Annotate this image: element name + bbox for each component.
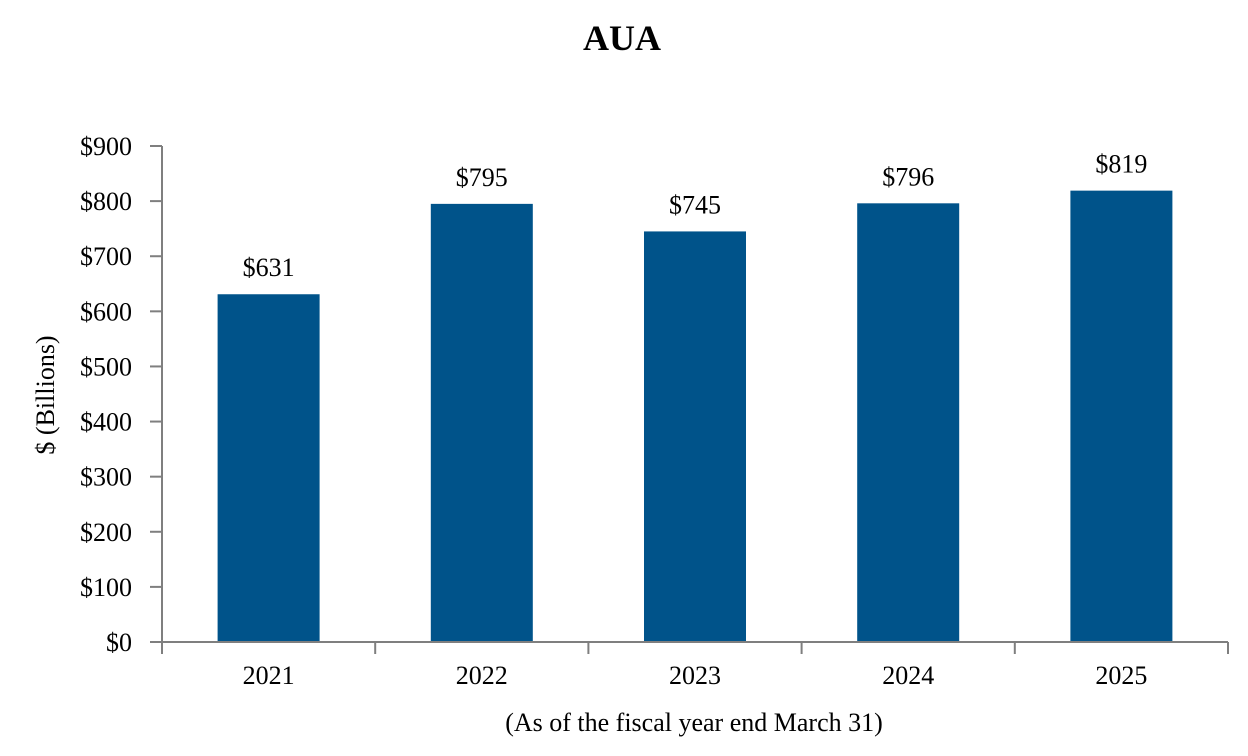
- y-tick-label-700: $700: [80, 242, 132, 271]
- x-tick-label-2023: 2023: [669, 661, 721, 690]
- data-label-2021: $631: [243, 253, 295, 282]
- labels-layer: $631 2021 $795 2022 $745 2023 $796 2024 $819 2025…: [80, 132, 1147, 690]
- bar-2025: [1070, 190, 1173, 642]
- axes-layer: [150, 145, 1229, 654]
- bar-2022: [430, 203, 533, 642]
- data-label-2023: $745: [669, 190, 721, 219]
- x-tick-label-2024: 2024: [882, 661, 934, 690]
- y-tick-label-300: $300: [80, 463, 132, 492]
- chart-title: AUA: [583, 18, 661, 58]
- y-tick-label-400: $400: [80, 408, 132, 437]
- y-tick-label-800: $800: [80, 187, 132, 216]
- bar-2021: [217, 294, 320, 642]
- y-tick-label-100: $100: [80, 573, 132, 602]
- bars-layer: [217, 190, 1173, 642]
- y-tick-label-500: $500: [80, 352, 132, 381]
- y-tick-label-600: $600: [80, 297, 132, 326]
- y-axis-title: $ (Billions): [31, 335, 60, 454]
- bar-2023: [644, 231, 746, 642]
- x-axis-title: (As of the fiscal year end March 31): [505, 708, 883, 737]
- x-tick-label-2022: 2022: [456, 661, 508, 690]
- y-tick-label-200: $200: [80, 518, 132, 547]
- data-label-2024: $796: [882, 162, 934, 191]
- data-label-2025: $819: [1095, 150, 1147, 179]
- y-tick-label-0: $0: [106, 628, 132, 657]
- y-tick-label-900: $900: [80, 132, 132, 161]
- data-label-2022: $795: [456, 163, 508, 192]
- x-tick-label-2021: 2021: [243, 661, 295, 690]
- bar-2024: [857, 203, 960, 642]
- x-tick-label-2025: 2025: [1095, 661, 1147, 690]
